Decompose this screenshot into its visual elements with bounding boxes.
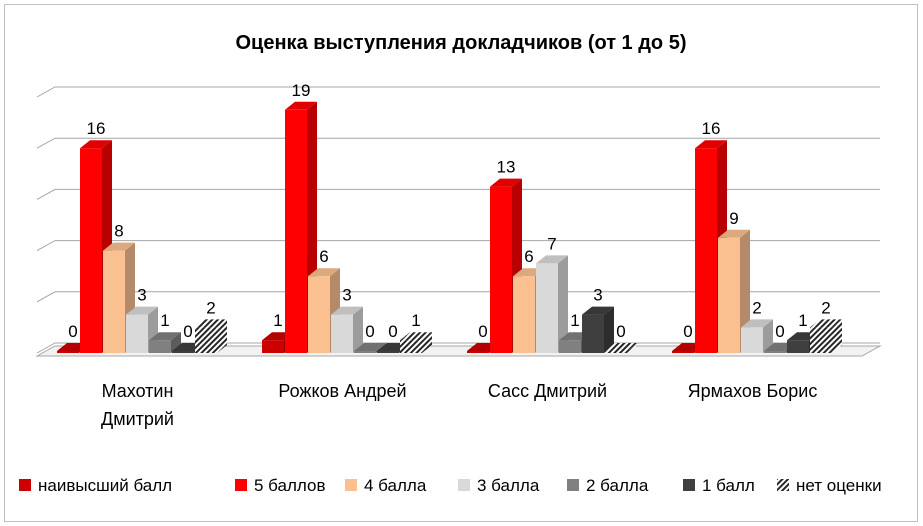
bar bbox=[605, 343, 637, 353]
data-label: 1 bbox=[798, 311, 807, 330]
bar bbox=[582, 306, 614, 353]
chart-title: Оценка выступления докладчиков (от 1 до … bbox=[236, 32, 687, 54]
data-label: 2 bbox=[752, 298, 761, 317]
data-label: 0 bbox=[388, 322, 397, 341]
category-label: Дмитрий bbox=[101, 409, 174, 429]
bar bbox=[741, 319, 773, 353]
legend-label: 2 балла bbox=[586, 476, 649, 495]
data-label: 6 bbox=[319, 247, 328, 266]
legend-label: наивысший балл bbox=[38, 476, 172, 495]
data-label: 0 bbox=[365, 322, 374, 341]
data-label: 2 bbox=[821, 298, 830, 317]
data-label: 0 bbox=[683, 322, 692, 341]
data-label: 1 bbox=[570, 311, 579, 330]
data-label: 0 bbox=[616, 322, 625, 341]
data-label: 8 bbox=[114, 222, 123, 241]
bars bbox=[57, 101, 842, 353]
legend-label: 5 баллов bbox=[254, 476, 326, 495]
gridline bbox=[36, 240, 880, 252]
legend-swatch bbox=[19, 479, 31, 491]
category-label: Махотин bbox=[102, 381, 174, 401]
gridline bbox=[36, 137, 880, 149]
bar bbox=[536, 255, 568, 353]
legend-swatch bbox=[458, 479, 470, 491]
data-label: 9 bbox=[729, 209, 738, 228]
data-label: 6 bbox=[524, 247, 533, 266]
data-label: 13 bbox=[497, 158, 516, 177]
data-label: 16 bbox=[87, 119, 106, 138]
data-label: 3 bbox=[137, 286, 146, 305]
data-label: 0 bbox=[183, 322, 192, 341]
data-label: 0 bbox=[775, 322, 784, 341]
data-label: 2 bbox=[206, 298, 215, 317]
data-label: 1 bbox=[273, 311, 282, 330]
legend-swatch bbox=[345, 479, 357, 491]
gridline bbox=[36, 86, 880, 98]
data-label: 19 bbox=[292, 81, 311, 100]
bar bbox=[400, 332, 432, 353]
legend-swatch bbox=[235, 479, 247, 491]
legend: наивысший балл 5 баллов 4 балла 3 балла 2 ба… bbox=[19, 476, 882, 495]
data-label: 3 bbox=[342, 286, 351, 305]
data-label: 1 bbox=[411, 311, 420, 330]
bar bbox=[331, 306, 363, 353]
data-label: 7 bbox=[547, 234, 556, 253]
legend-label: 4 балла bbox=[364, 476, 427, 495]
legend-label: 3 балла bbox=[477, 476, 540, 495]
category-label: Сасс Дмитрий bbox=[488, 381, 607, 401]
legend-swatch bbox=[777, 479, 789, 491]
bar bbox=[810, 319, 842, 353]
gridline bbox=[36, 188, 880, 200]
bar bbox=[195, 319, 227, 353]
data-label: 0 bbox=[68, 322, 77, 341]
legend-label: нет оценки bbox=[796, 476, 882, 495]
bar bbox=[149, 332, 181, 353]
data-label: 0 bbox=[478, 322, 487, 341]
data-label: 16 bbox=[702, 119, 721, 138]
chart-area: 0 1 0 0 16 19 13 16 8 6 6 9 3 3 7 2 1 0 1 0 0 0 3 1 2 1 0 2 Махотин… bbox=[4, 4, 918, 522]
legend-swatch bbox=[683, 479, 695, 491]
gridline bbox=[36, 291, 880, 303]
gridlines bbox=[35, 86, 882, 357]
data-label: 1 bbox=[160, 311, 169, 330]
category-labels: Махотин Дмитрий Рожков Андрей Сасс Дмитрий Я… bbox=[101, 381, 817, 429]
category-label: Ярмахов Борис bbox=[688, 381, 818, 401]
data-label: 3 bbox=[593, 286, 602, 305]
legend-swatch bbox=[567, 479, 579, 491]
legend-label: 1 балл bbox=[702, 476, 755, 495]
category-label: Рожков Андрей bbox=[278, 381, 406, 401]
floor bbox=[35, 345, 882, 357]
